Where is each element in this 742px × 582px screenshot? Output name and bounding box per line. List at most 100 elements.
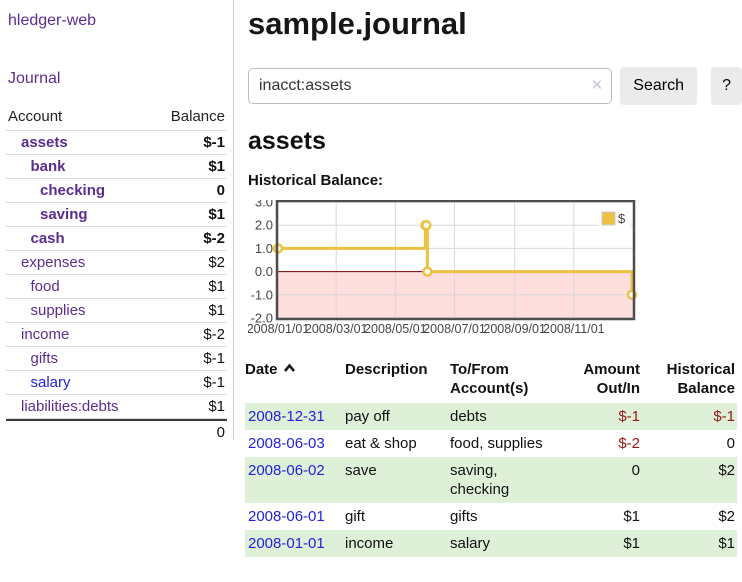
account-balance: $1 xyxy=(151,155,227,179)
nav-journal-link[interactable]: Journal xyxy=(8,70,61,87)
svg-text:-1.0: -1.0 xyxy=(251,287,273,302)
transaction-accounts: salary xyxy=(450,535,491,552)
y-axis-labels: 3.0 2.0 1.0 0.0 -1.0 -2.0 xyxy=(251,195,273,326)
transaction-description: pay off xyxy=(345,408,390,425)
transaction-description: save xyxy=(345,462,377,479)
svg-text:1.0: 1.0 xyxy=(255,241,273,256)
account-link[interactable]: expenses xyxy=(21,254,86,271)
account-row: assets $-1 xyxy=(6,131,227,155)
transaction-amount: 0 xyxy=(631,462,640,479)
account-balance: 0 xyxy=(151,179,227,203)
svg-text:2008/05/01: 2008/05/01 xyxy=(364,322,427,336)
x-axis-labels: 2008/01/012008/03/012008/05/012008/07/01… xyxy=(247,322,605,336)
accounts-header-row: Account Balance xyxy=(6,106,227,131)
data-point xyxy=(421,219,432,231)
chart-border xyxy=(275,199,636,321)
page-title: sample.journal xyxy=(248,6,467,41)
account-name-cell: bank xyxy=(6,155,152,179)
account-link[interactable]: gifts xyxy=(30,350,59,367)
svg-text:3.0: 3.0 xyxy=(255,200,273,210)
transaction-date-link[interactable]: 2008-12-31 xyxy=(248,408,325,425)
account-row: saving $1 xyxy=(6,203,227,227)
account-link[interactable]: salary xyxy=(30,374,71,391)
search-input[interactable] xyxy=(248,68,613,104)
account-name-cell: cash xyxy=(6,227,152,251)
account-name-cell: gifts xyxy=(6,347,152,371)
accounts-total-row: 0 xyxy=(6,419,227,445)
register-header-accounts: To/From Account(s) xyxy=(450,361,529,397)
clear-search-icon[interactable]: ✕ xyxy=(590,77,604,94)
transaction-balance: $-1 xyxy=(713,408,735,425)
sort-by-date-link[interactable]: Date xyxy=(245,361,296,378)
accounts-total-spacer xyxy=(6,419,152,445)
svg-text:0.0: 0.0 xyxy=(255,264,273,279)
account-balance: $1 xyxy=(151,395,227,419)
account-link[interactable]: supplies xyxy=(30,302,86,319)
help-button[interactable]: ? xyxy=(711,67,742,105)
account-balance: $2 xyxy=(151,251,227,275)
account-link[interactable]: income xyxy=(21,326,70,343)
sidebar: hledger-web Journal Account Balance asse… xyxy=(0,0,233,445)
account-name-cell: liabilities:debts xyxy=(6,395,152,419)
account-balance: $-1 xyxy=(151,371,227,395)
svg-text:2008/11/01: 2008/11/01 xyxy=(543,322,605,336)
sidebar-divider xyxy=(233,0,234,440)
transaction-date-link[interactable]: 2008-06-02 xyxy=(248,462,325,479)
data-point xyxy=(422,266,433,277)
transaction-date-link[interactable]: 2008-01-01 xyxy=(248,535,325,552)
account-link[interactable]: bank xyxy=(30,158,66,175)
account-link[interactable]: checking xyxy=(40,182,106,199)
account-row: income $-2 xyxy=(6,323,227,347)
account-title: assets xyxy=(248,127,326,155)
account-row: checking 0 xyxy=(6,179,227,203)
transaction-amount: $-1 xyxy=(618,408,640,425)
svg-text:-2.0: -2.0 xyxy=(251,311,273,326)
svg-text:2008/03/01: 2008/03/01 xyxy=(305,322,368,336)
sort-ascending-icon xyxy=(283,363,295,372)
legend-color-box xyxy=(601,211,616,226)
account-row: cash $-2 xyxy=(6,227,227,251)
chart-canvas[interactable]: $3.0 2.0 1.0 0.0 -1.0 -2.02008/01/012008/03/0… xyxy=(247,195,740,340)
transaction-date-cell: 2008-06-01 xyxy=(245,503,345,530)
account-link[interactable]: food xyxy=(30,278,60,295)
account-name-cell: assets xyxy=(6,131,152,155)
accounts-table: Account Balance assets $-1 bank $1 checking 0… xyxy=(6,106,227,445)
accounts-total-balance: 0 xyxy=(151,419,227,445)
account-link[interactable]: cash xyxy=(30,230,65,247)
transaction-row[interactable]: 2008-12-31 pay off debts $-1 $-1 xyxy=(245,403,737,430)
transaction-date-link[interactable]: 2008-06-01 xyxy=(248,508,325,525)
search-button[interactable]: Search xyxy=(620,67,698,105)
transaction-row[interactable]: 2008-06-03 eat & shop food, supplies $-2 0 xyxy=(245,430,737,457)
register-header-amount: Amount Out/In xyxy=(583,361,640,397)
account-balance: $-2 xyxy=(151,323,227,347)
account-name-cell: expenses xyxy=(6,251,152,275)
transaction-description: gift xyxy=(345,508,366,525)
transaction-amount: $-2 xyxy=(618,435,640,452)
transaction-date-cell: 2008-06-03 xyxy=(245,430,345,457)
account-balance: $1 xyxy=(151,203,227,227)
accounts-header-balance: Balance xyxy=(151,106,227,131)
account-name-cell: checking xyxy=(6,179,152,203)
account-balance: $-1 xyxy=(151,131,227,155)
account-name-cell: salary xyxy=(6,371,152,395)
transaction-row[interactable]: 2008-06-01 gift gifts $1 $2 xyxy=(245,503,737,530)
transaction-date-link[interactable]: 2008-06-03 xyxy=(248,435,325,452)
transaction-row[interactable]: 2008-06-02 save saving, checking 0 $2 xyxy=(245,457,737,503)
transaction-description: eat & shop xyxy=(345,435,417,452)
transaction-accounts: debts xyxy=(450,408,487,425)
account-link[interactable]: saving xyxy=(40,206,88,223)
transaction-date-cell: 2008-01-01 xyxy=(245,530,345,557)
account-balance: $1 xyxy=(151,299,227,323)
register-header-date: Date xyxy=(245,358,345,403)
transaction-balance: $2 xyxy=(718,508,735,525)
register-header-description: Description xyxy=(345,361,428,378)
account-link[interactable]: assets xyxy=(21,134,68,151)
transaction-date-cell: 2008-06-02 xyxy=(245,457,345,503)
transaction-row[interactable]: 2008-01-01 income salary $1 $1 xyxy=(245,530,737,557)
account-name-cell: saving xyxy=(6,203,152,227)
app-brand-link[interactable]: hledger-web xyxy=(8,12,97,29)
account-link[interactable]: liabilities:debts xyxy=(21,398,119,415)
account-name-cell: food xyxy=(6,275,152,299)
register-header-balance: Historical Balance xyxy=(666,361,735,397)
historical-balance-chart[interactable]: $3.0 2.0 1.0 0.0 -1.0 -2.0 2008/01/01 2008/03/0… xyxy=(247,195,742,340)
